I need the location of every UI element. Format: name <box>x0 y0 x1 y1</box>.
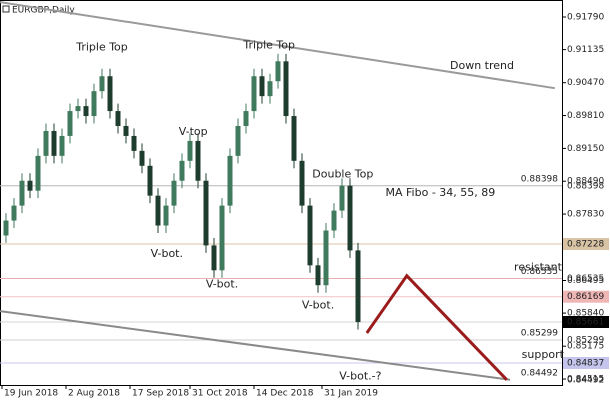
annotation: V-bot.-? <box>339 369 381 382</box>
candle-body <box>19 180 25 206</box>
level-label: 0.84492 <box>567 376 604 386</box>
x-tick-label: 19 Jun 2018 <box>4 389 58 399</box>
y-tick-label: 0.89810 <box>567 111 604 121</box>
plot-frame <box>0 0 563 386</box>
annotation: resistant <box>514 260 563 273</box>
level-label-left: 0.85299 <box>521 329 558 339</box>
candle-body <box>179 160 185 181</box>
trend-line <box>0 310 511 381</box>
x-tick-label: 2 Aug 2018 <box>68 389 120 399</box>
level-box <box>563 357 609 370</box>
annotation: MA Fibo - 34, 55, 89 <box>386 186 496 199</box>
y-tick-label: 0.85840 <box>567 309 604 319</box>
candle-body <box>75 106 81 112</box>
candle-body <box>83 106 89 117</box>
level-box <box>563 316 609 329</box>
candle-body <box>131 135 137 151</box>
candle-body <box>203 180 209 246</box>
candle-body <box>123 125 129 136</box>
candle-body <box>11 205 17 221</box>
candle-body <box>283 61 289 117</box>
level-box <box>563 238 609 251</box>
annotation: V-bot. <box>151 247 183 260</box>
candle-body <box>187 140 193 161</box>
y-tick-label: 0.89150 <box>567 144 604 154</box>
level-label-left: 0.86535 <box>521 267 558 277</box>
level-label: 0.86169 <box>567 292 604 302</box>
y-tick-label: 0.90470 <box>567 78 604 88</box>
candle-body <box>323 230 329 286</box>
y-tick-label: 0.88490 <box>567 177 604 187</box>
level-label: 0.88398 <box>567 181 604 191</box>
candle-body <box>219 205 225 271</box>
y-tick-label: 0.85175 <box>567 342 604 352</box>
y-tick-label: 0.84515 <box>567 375 604 385</box>
candle-body <box>267 81 273 97</box>
x-tick-label: 31 Jan 2019 <box>324 389 378 399</box>
candle-body <box>35 155 41 191</box>
candle-body <box>171 180 177 206</box>
level-label-left: 0.88398 <box>521 174 558 184</box>
candle-body <box>51 130 57 156</box>
annotation: V-bot. <box>302 299 334 312</box>
candle-body <box>155 195 161 226</box>
candle-body <box>147 165 153 196</box>
candle-body <box>43 130 49 156</box>
candle-body <box>331 210 337 231</box>
level-label-left: 0.84492 <box>521 369 558 379</box>
level-label: 0.84837 <box>567 359 604 369</box>
symbol-icon <box>2 5 10 13</box>
candle-body <box>259 76 265 97</box>
candle-body <box>235 125 241 156</box>
level-box <box>563 290 609 303</box>
annotation: V-bot. <box>206 278 238 291</box>
annotation: Down trend <box>450 59 514 72</box>
candle-body <box>115 111 121 126</box>
candle-body <box>291 116 297 161</box>
level-label: 0.85299 <box>567 336 604 346</box>
candle-body <box>59 135 65 156</box>
chart-title: EURGBP,Daily <box>12 6 75 16</box>
x-tick-label: 17 Sep 2018 <box>132 389 189 399</box>
candle-body <box>227 155 233 206</box>
level-label: 0.86535 <box>567 274 604 284</box>
annotation: support <box>522 348 565 361</box>
candle-body <box>275 61 281 82</box>
x-tick-label: 31 Oct 2018 <box>192 389 248 399</box>
candle-body <box>355 250 361 323</box>
trend-line <box>365 273 508 381</box>
y-tick-label: 0.87830 <box>567 210 604 220</box>
candle-body <box>211 245 217 271</box>
level-label: 0.85661 <box>567 318 604 328</box>
candle-body <box>251 76 257 112</box>
candle-body <box>315 265 321 286</box>
candle-body <box>67 111 73 136</box>
candle-body <box>99 76 105 92</box>
annotation: Double Top <box>312 167 373 180</box>
candle-body <box>107 76 113 112</box>
candle-body <box>307 205 313 266</box>
candle-body <box>243 111 249 126</box>
candle-body <box>339 185 345 211</box>
candle-body <box>163 205 169 226</box>
annotation: V-top <box>179 125 208 138</box>
candle-body <box>299 160 305 206</box>
candle-body <box>195 140 201 181</box>
y-tick-label: 0.91135 <box>567 45 604 55</box>
y-tick-label: 0.91790 <box>567 13 604 23</box>
trend-line <box>0 1 555 90</box>
candle-body <box>27 180 33 191</box>
x-tick-label: 14 Dec 2018 <box>256 389 314 399</box>
candle-body <box>347 185 353 251</box>
candle-body <box>3 220 9 236</box>
annotation: Triple Top <box>75 40 128 53</box>
candle-body <box>139 150 145 166</box>
y-tick-label: 0.86495 <box>567 276 604 286</box>
annotation: Triple Top <box>242 38 295 51</box>
level-label: 0.87228 <box>567 240 604 250</box>
candle-body <box>91 91 97 117</box>
